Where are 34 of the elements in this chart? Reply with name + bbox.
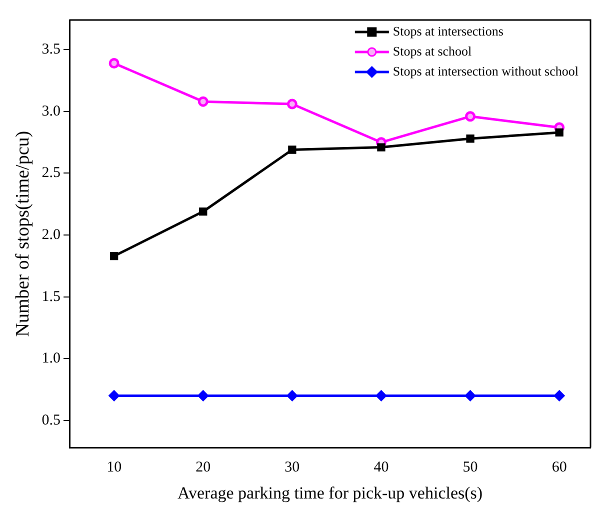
y-tick-label: 0.5	[42, 412, 61, 428]
point	[466, 134, 474, 143]
x-tick-label: 50	[462, 460, 478, 476]
y-tick-label: 3.5	[42, 42, 61, 58]
y-tick-label: 1.0	[42, 350, 61, 367]
y-tick-label: 1.5	[42, 288, 61, 305]
y-tick-label: 2.5	[42, 165, 61, 182]
y-axis-title: Number of stops(time/pcu)	[12, 130, 34, 337]
x-tick-label: 30	[284, 460, 300, 476]
point	[555, 128, 564, 137]
point	[288, 146, 296, 154]
point	[377, 143, 386, 152]
x-tick-label: 60	[552, 460, 567, 476]
y-tick-label: 3.0	[42, 103, 61, 120]
point	[554, 390, 565, 401]
point	[465, 111, 476, 122]
point	[110, 252, 118, 260]
y-tick-label: 2.0	[42, 226, 61, 243]
point	[198, 390, 208, 401]
point	[108, 390, 120, 401]
point	[286, 98, 298, 110]
x-tick-label: 40	[374, 460, 389, 476]
point	[199, 207, 208, 216]
legend-label: Stops at intersection without school	[392, 63, 579, 78]
point	[198, 96, 208, 107]
legend-label: Stops at school	[392, 43, 472, 58]
x-axis-title: Average parking time for pick-up vehicles(s)	[177, 483, 483, 502]
x-tick-label: 10	[106, 460, 122, 476]
point	[108, 58, 120, 69]
legend-label: Stops at intersections	[392, 23, 504, 38]
point	[465, 390, 476, 401]
point	[286, 390, 298, 401]
x-tick-label: 20	[196, 460, 211, 476]
point	[376, 390, 386, 401]
